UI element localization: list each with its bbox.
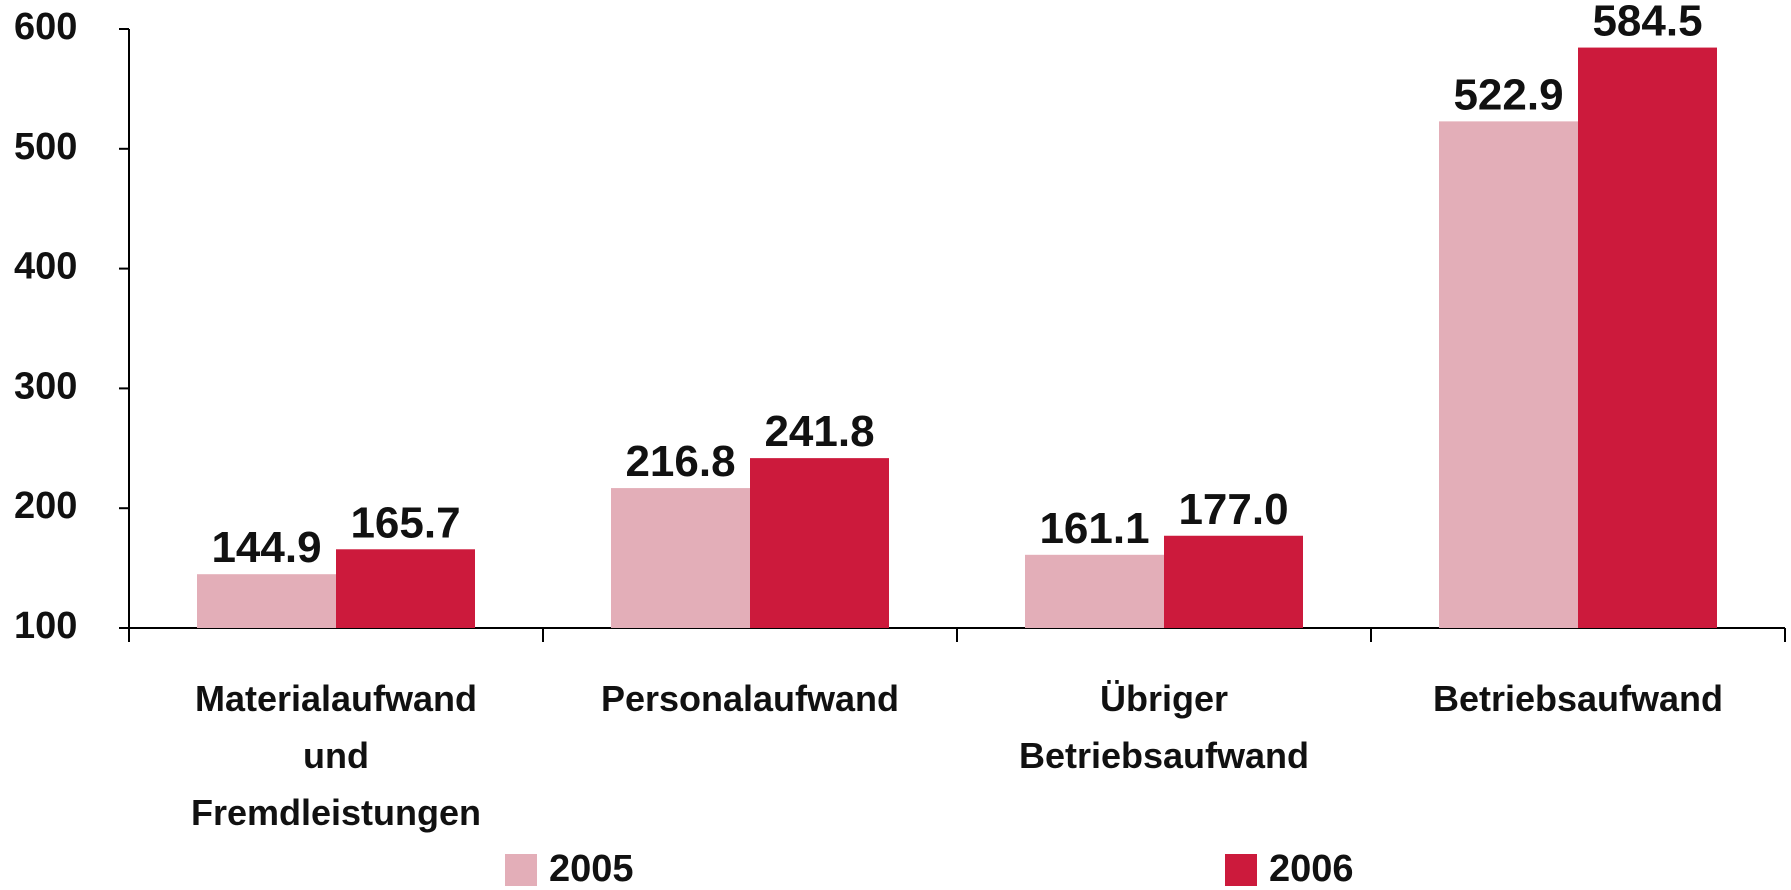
x-tick-label: Materialaufwand und Fremdleistungen xyxy=(191,678,481,833)
legend-swatch xyxy=(505,854,537,886)
y-tick-label: 500 xyxy=(14,126,77,168)
value-label: 165.7 xyxy=(350,498,460,547)
bar xyxy=(197,574,336,628)
y-tick-label: 200 xyxy=(14,485,77,527)
legend-swatch xyxy=(1225,854,1257,886)
value-label: 144.9 xyxy=(211,523,321,572)
bar xyxy=(336,549,475,628)
bar xyxy=(750,458,889,628)
y-tick-label: 300 xyxy=(14,365,77,407)
y-tick-label: 600 xyxy=(14,6,77,48)
x-tick-label: Betriebsaufwand xyxy=(1433,678,1723,719)
legend-label: 2005 xyxy=(549,848,634,890)
bar xyxy=(1164,535,1303,628)
x-tick-label: Übriger Betriebsaufwand xyxy=(1019,678,1309,776)
value-label: 161.1 xyxy=(1039,504,1149,553)
value-label: 241.8 xyxy=(764,407,874,456)
bar xyxy=(1025,554,1164,628)
value-label: 216.8 xyxy=(625,437,735,486)
y-tick-label: 400 xyxy=(14,246,77,288)
bar xyxy=(611,488,750,628)
value-label: 522.9 xyxy=(1453,70,1563,119)
bar xyxy=(1578,47,1717,629)
value-label: 584.5 xyxy=(1592,0,1702,46)
legend-label: 2006 xyxy=(1269,848,1354,890)
bar xyxy=(1439,121,1578,629)
y-tick-label: 100 xyxy=(14,605,77,647)
x-tick-label: Personalaufwand xyxy=(601,678,899,719)
value-label: 177.0 xyxy=(1178,485,1288,534)
